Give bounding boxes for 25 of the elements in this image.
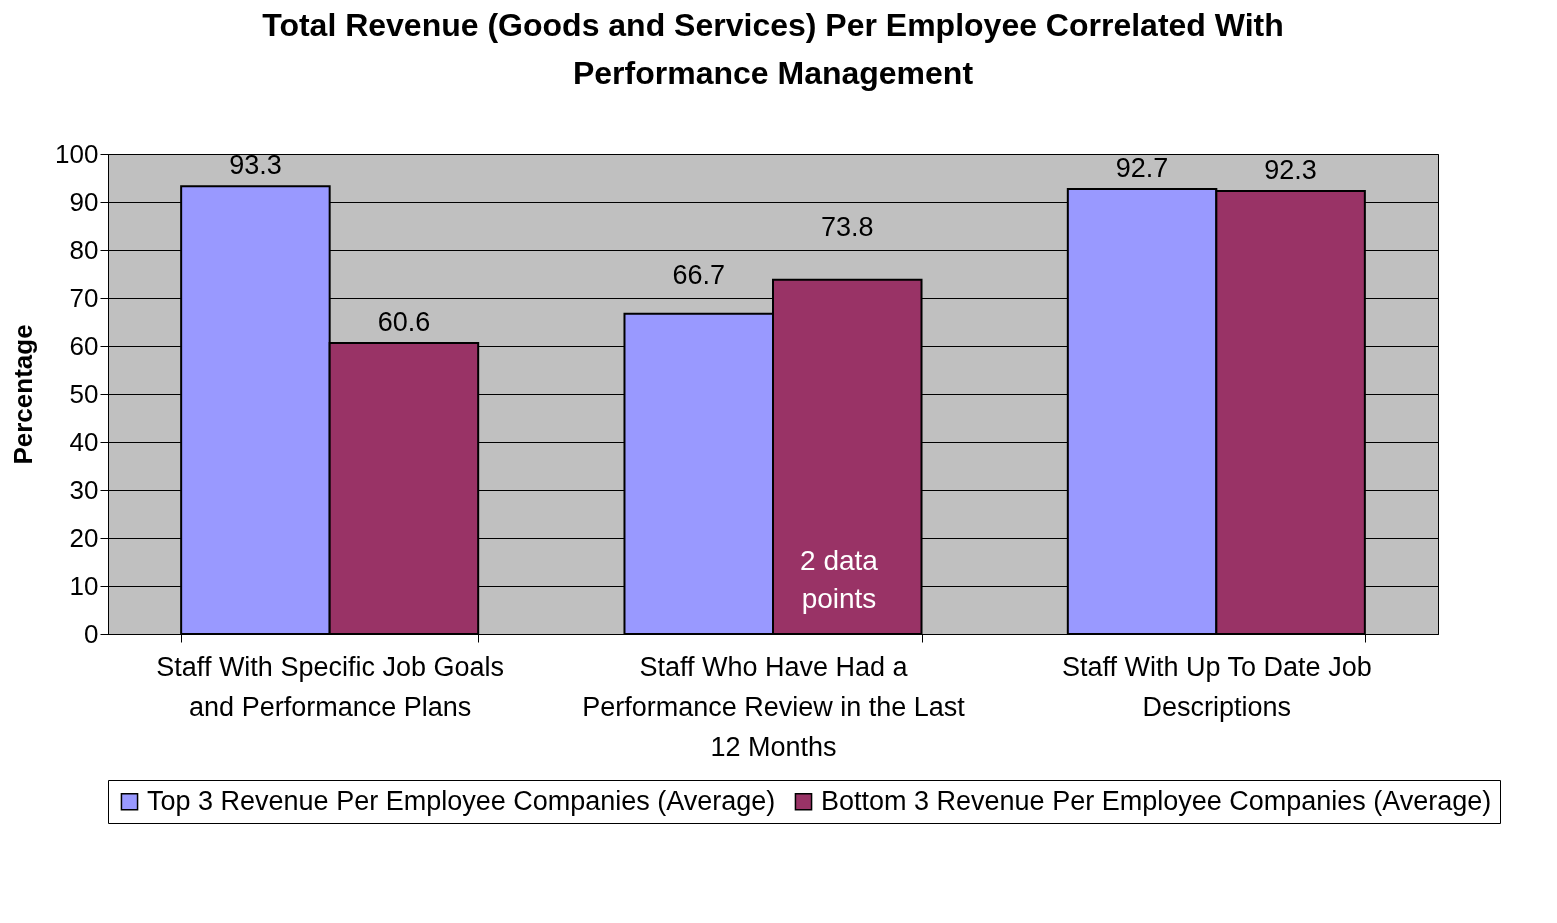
y-tick-label: 50 — [69, 378, 99, 409]
y-tick-label: 20 — [69, 522, 99, 553]
y-tick-label: 80 — [69, 234, 99, 265]
legend-label: Top 3 Revenue Per Employee Companies (Average) — [147, 785, 776, 816]
data-label: 73.8 — [820, 211, 874, 242]
x-tick-label: Staff With Up To Date Job Descriptions — [1062, 651, 1372, 722]
chart-title: Total Revenue (Goods and Services) Per Employee Correlated With Performance Management — [262, 7, 1284, 91]
data-label: 92.3 — [1264, 154, 1317, 185]
y-tick-label: 60 — [69, 330, 99, 361]
x-tick-label: Staff With Specific Job Goals and Performance Plans — [156, 651, 504, 722]
data-label: 92.7 — [1115, 153, 1169, 184]
legend-label: Bottom 3 Revenue Per Employee Companies (Average) — [821, 785, 1492, 816]
y-tick-label: 0 — [84, 618, 99, 649]
y-tick-label: 100 — [55, 138, 99, 169]
y-tick-label: 40 — [69, 426, 99, 457]
data-label: 66.7 — [672, 259, 726, 290]
y-tick-label: 70 — [69, 282, 99, 313]
y-tick-label: 10 — [69, 570, 99, 601]
x-tick-label: Staff Who Have Had a Performance Review in the Last 12 Months — [582, 651, 966, 762]
y-axis-title: Percentage — [8, 324, 39, 465]
data-label: 93.3 — [229, 150, 282, 181]
y-tick-label: 30 — [69, 474, 99, 505]
data-label: 60.6 — [377, 307, 431, 338]
y-tick-label: 90 — [69, 186, 99, 217]
annotation: 2 data points — [800, 545, 879, 615]
